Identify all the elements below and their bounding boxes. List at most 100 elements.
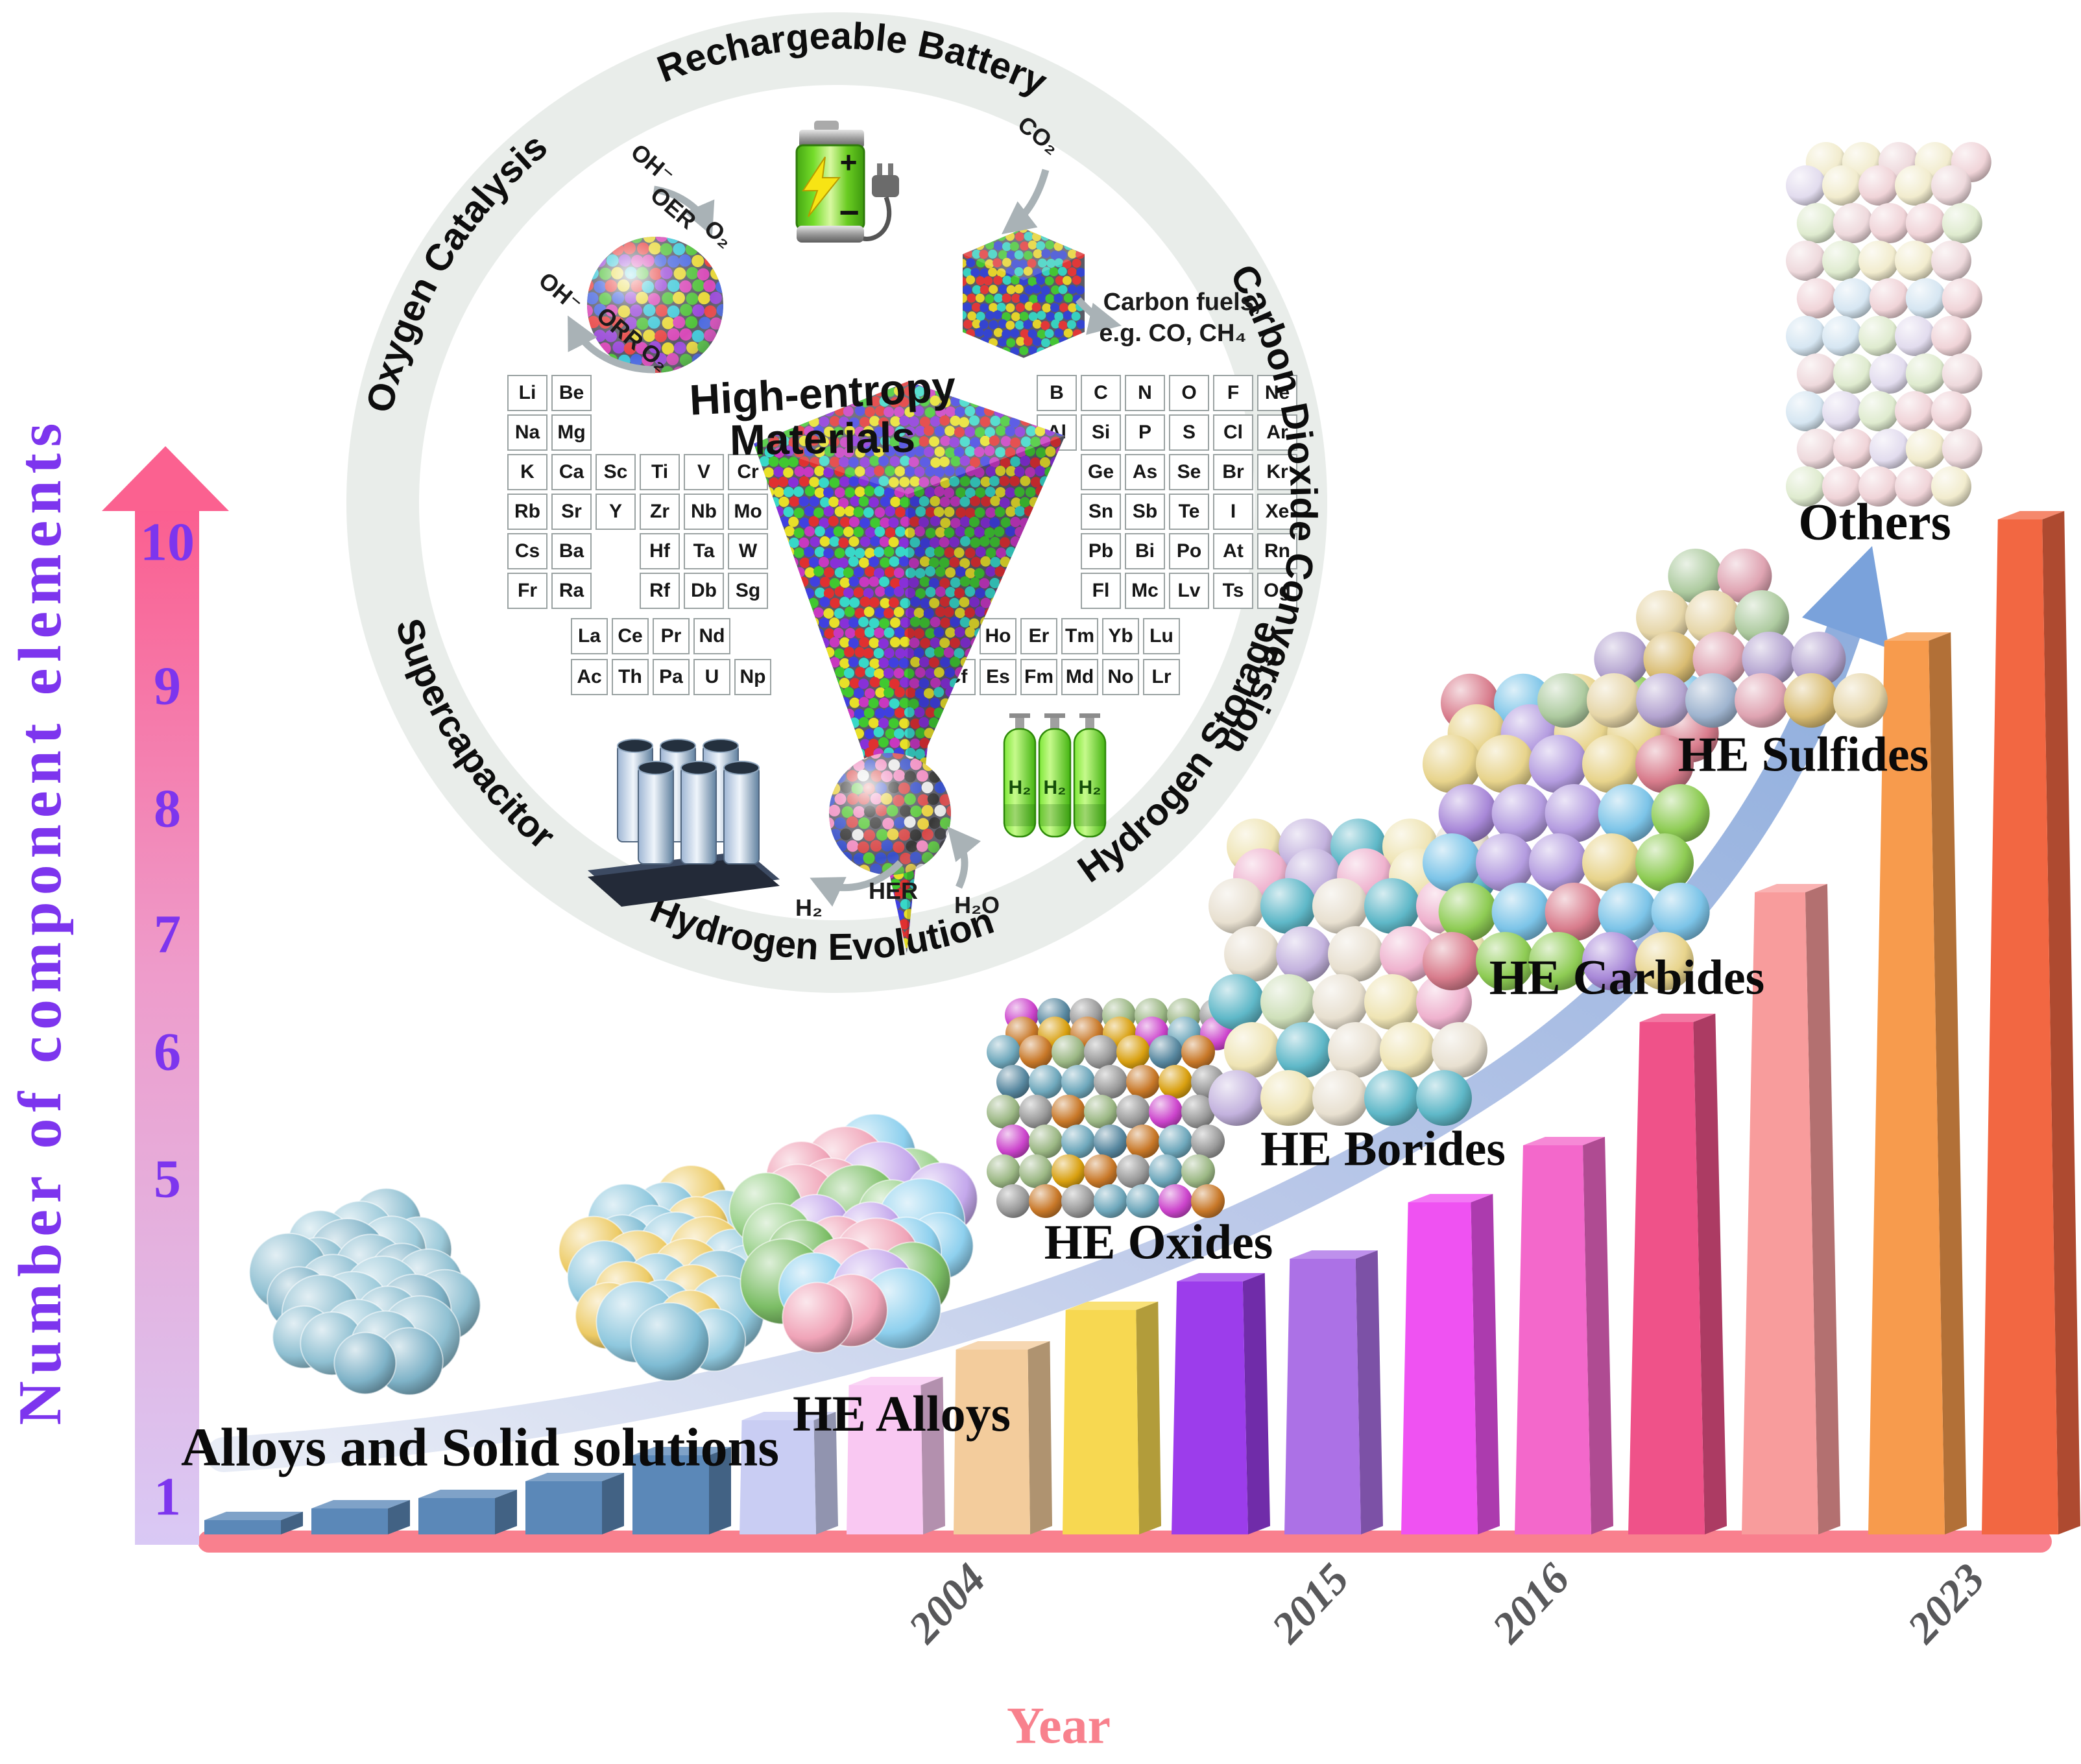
circle [965,607,975,618]
element-cell-Th: Th [612,659,649,695]
circle [944,447,956,458]
circle [889,556,900,567]
circle [940,518,951,529]
element-cell-C: C [1081,375,1121,411]
circle [930,617,941,628]
circle [950,496,961,507]
circle [959,417,970,428]
circle [844,647,854,658]
circle [898,437,909,448]
circle [890,578,901,589]
circle [920,457,930,468]
circle [904,487,915,498]
circle [839,658,850,669]
circle [924,446,935,457]
circle [863,606,874,617]
bar-8 [954,1341,1052,1534]
element-cell-S: S [1169,414,1209,451]
circle [939,457,950,467]
circle [949,597,960,608]
circle [959,617,970,628]
circle [828,436,839,447]
circle [934,467,944,478]
element-cell-Cl: Cl [1213,414,1253,451]
y-tick-9: 9 [154,656,181,717]
bar-6 [740,1412,838,1534]
circle [838,537,849,548]
circle [799,557,810,568]
circle [864,486,875,497]
y-tick-5: 5 [154,1149,181,1210]
circle [925,507,936,518]
circle [1040,436,1051,447]
circle [898,556,909,567]
circle [848,656,859,667]
circle [939,557,950,568]
element-cell-Ra: Ra [551,573,592,609]
circle [920,538,931,549]
circle [985,466,996,477]
circle [975,487,986,498]
circle [879,678,890,689]
circle [925,628,936,639]
circle [1005,506,1016,517]
bar-side-face [281,1512,303,1534]
circle [813,607,824,618]
circle [864,626,875,638]
circle [858,557,869,568]
circle [839,437,850,447]
circle [823,506,834,517]
circle [869,676,880,687]
circle [768,456,779,467]
growth-arrow-head [1802,546,1889,649]
circle [970,477,981,488]
bar-top-face [741,1412,836,1420]
circle [879,396,890,407]
circle [869,638,880,649]
center-title-line2: Materials [729,412,916,464]
circle [879,618,890,629]
circle [870,536,881,547]
circle [844,606,855,617]
circle [950,415,961,426]
circle [880,496,891,507]
circle [1005,526,1016,537]
bar-front-face [847,1385,923,1534]
circle [888,718,899,729]
circle [930,677,941,688]
circle [969,415,980,426]
circle [814,526,825,537]
circle [915,567,926,578]
bar-front-face [1982,519,2058,1534]
circle [874,586,885,597]
circle [810,536,821,547]
element-cell-Na: Na [507,414,547,451]
circle [1050,436,1061,447]
circle [900,636,910,647]
circle [764,447,775,458]
circle [823,467,834,478]
circle [904,527,915,538]
circle [1005,466,1016,477]
circle [929,436,940,447]
circle [996,547,1007,558]
circle [939,537,950,548]
circle [878,455,889,466]
circle [985,486,996,497]
circle [1016,447,1027,457]
label-others: Others [1798,494,1951,551]
circle [884,586,895,597]
element-cell-K: K [507,454,547,490]
element-cell-Se: Se [1169,454,1209,490]
circle [1040,457,1050,468]
circle [885,527,896,538]
circle [843,588,854,598]
circle [928,717,939,728]
circle [900,598,911,608]
bar-12 [1401,1194,1500,1534]
circle [769,436,780,447]
circle [919,496,930,507]
circle [865,527,876,538]
circle [894,407,904,418]
